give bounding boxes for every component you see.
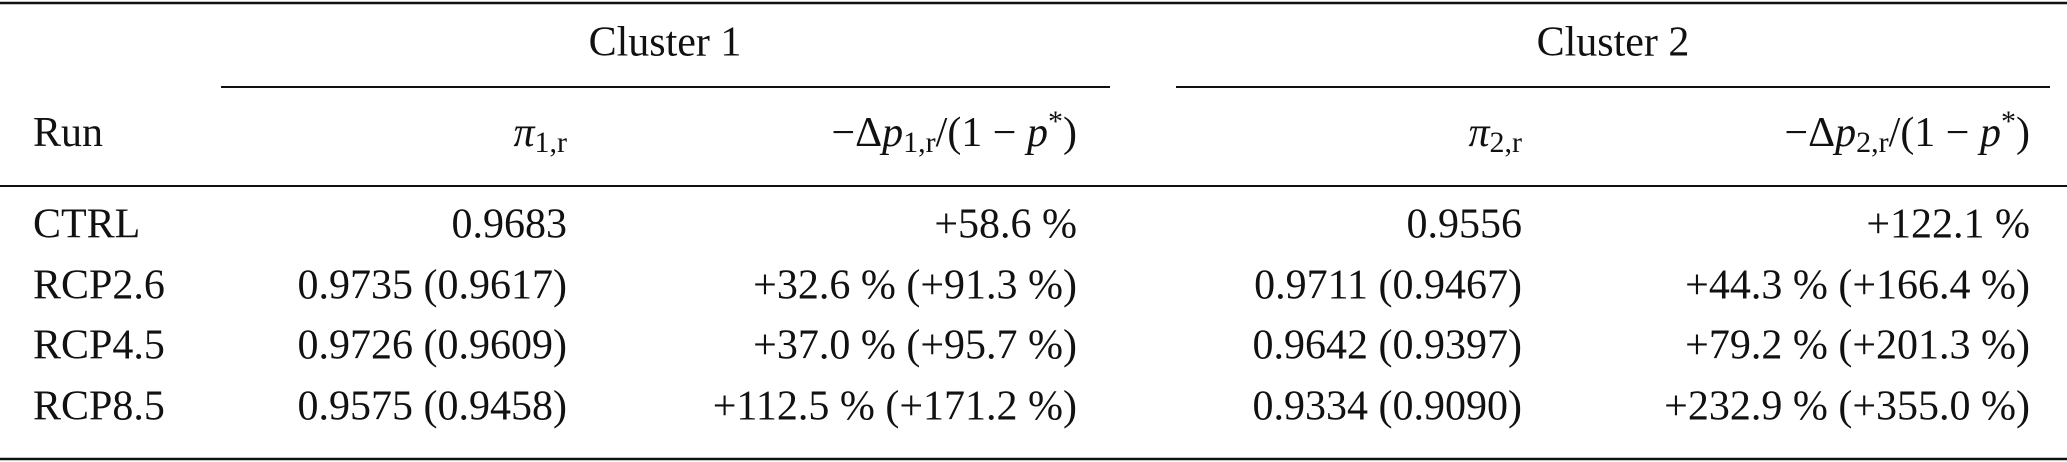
group-header: Cluster 1 xyxy=(589,20,742,66)
group-header: Cluster 2 xyxy=(1537,20,1690,66)
cell: +32.6 % (+91.3 %) xyxy=(753,263,1077,309)
header-part: 2,r xyxy=(1490,126,1523,159)
header-part: /(1 − xyxy=(936,110,1027,156)
header-part: π xyxy=(1468,110,1490,156)
column-header: −Δp1,r/(1 − p*) xyxy=(831,105,1077,159)
column-header: π2,r xyxy=(1468,110,1522,159)
header-part: ) xyxy=(1063,110,1077,156)
cell: 0.9711 (0.9467) xyxy=(1254,263,1522,309)
cell: 0.9334 (0.9090) xyxy=(1253,384,1522,430)
cell: +232.9 % (+355.0 %) xyxy=(1664,384,2030,430)
cell: 0.9735 (0.9617) xyxy=(298,263,567,309)
header-part: p xyxy=(1977,110,2001,156)
cell: +58.6 % xyxy=(934,202,1077,248)
column-header: π1,r xyxy=(513,110,567,159)
header-part: 1,r xyxy=(903,126,936,159)
cell: +79.2 % (+201.3 %) xyxy=(1685,323,2030,369)
row-label: RCP8.5 xyxy=(33,384,165,430)
row-label: CTRL xyxy=(33,202,140,248)
header-part: 2,r xyxy=(1856,126,1889,159)
header-part: −Δ xyxy=(831,110,882,156)
cell: 0.9642 (0.9397) xyxy=(1253,323,1522,369)
header-part: * xyxy=(2001,105,2016,138)
cell: 0.9575 (0.9458) xyxy=(298,384,567,430)
cell: +122.1 % xyxy=(1866,202,2030,248)
header-part: ) xyxy=(2016,110,2030,156)
header-part: /(1 − xyxy=(1889,110,1980,156)
header-part: p xyxy=(879,110,903,156)
cell: 0.9683 xyxy=(452,202,568,248)
header-part: π xyxy=(513,110,535,156)
column-header: Run xyxy=(33,110,103,156)
row-label: RCP4.5 xyxy=(33,323,165,369)
column-header: −Δp2,r/(1 − p*) xyxy=(1784,105,2030,159)
header-part: Run xyxy=(33,110,103,156)
cell: +44.3 % (+166.4 %) xyxy=(1685,263,2030,309)
cell: 0.9726 (0.9609) xyxy=(298,323,567,369)
cell: +37.0 % (+95.7 %) xyxy=(753,323,1077,369)
row-label: RCP2.6 xyxy=(33,263,165,309)
cell: 0.9556 xyxy=(1407,202,1523,248)
header-part: p xyxy=(1832,110,1856,156)
header-part: 1,r xyxy=(535,126,568,159)
header-part: −Δ xyxy=(1784,110,1835,156)
cell: +112.5 % (+171.2 %) xyxy=(713,384,1077,430)
header-part: * xyxy=(1048,105,1063,138)
header-part: p xyxy=(1024,110,1048,156)
